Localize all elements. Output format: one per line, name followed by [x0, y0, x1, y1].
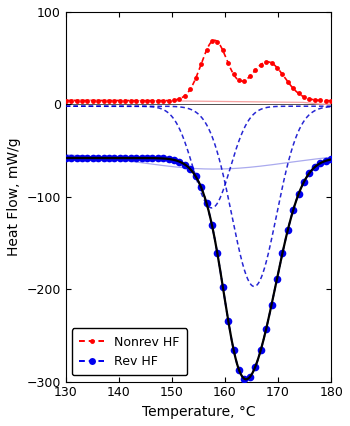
Y-axis label: Heat Flow, mW/g: Heat Flow, mW/g: [7, 138, 21, 256]
Legend: Nonrev HF, Rev HF: Nonrev HF, Rev HF: [72, 328, 187, 375]
X-axis label: Temperature, °C: Temperature, °C: [142, 405, 255, 419]
